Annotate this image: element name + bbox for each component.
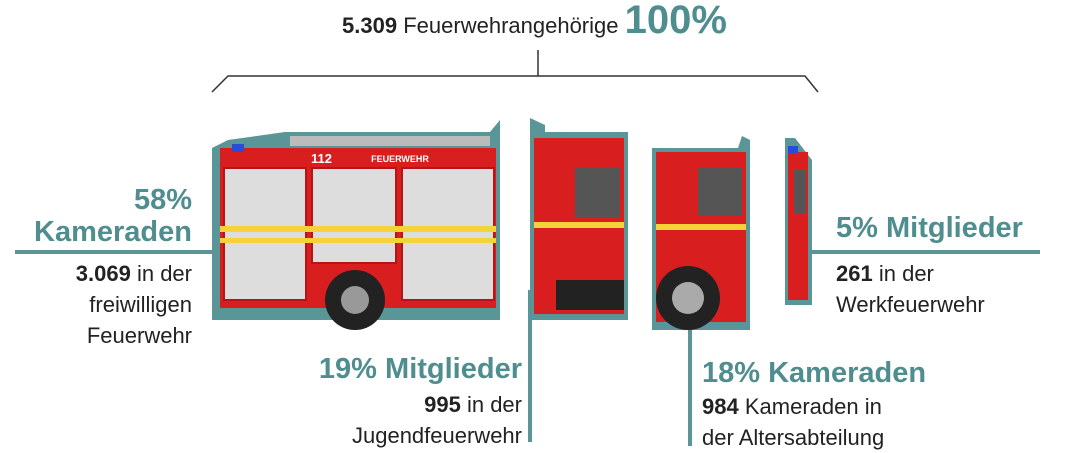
truck-middle bbox=[530, 118, 628, 320]
group-title: Mitglieder bbox=[385, 353, 522, 385]
header: 5.309 Feuerwehrangehörige 100% bbox=[0, 4, 1069, 41]
truck-rear: 112 FEUERWEHR bbox=[212, 120, 500, 330]
truck-number: 112 bbox=[311, 151, 332, 166]
header-percent: 100% bbox=[625, 0, 727, 42]
truck-cab bbox=[652, 136, 750, 330]
infographic: 112 FEUERWEHR 5.309 Feuerwehrangehörige … bbox=[0, 0, 1069, 452]
group-line: in der bbox=[879, 261, 934, 286]
truck-label: FEUERWEHR bbox=[371, 154, 429, 164]
group-text: 3.069 in der freiwilligen Feuerwehr bbox=[76, 258, 192, 351]
group-line: Kameraden in bbox=[745, 394, 882, 419]
group-percent: 19% bbox=[319, 353, 377, 385]
group-count: 984 bbox=[702, 394, 739, 419]
group-line: Feuerwehr bbox=[87, 323, 192, 348]
bracket bbox=[212, 76, 818, 92]
group-text: 984 Kameraden in der Altersabteilung bbox=[702, 391, 884, 453]
group-title: Kameraden bbox=[768, 357, 926, 389]
group-title: Kameraden bbox=[34, 216, 192, 248]
group-count: 261 bbox=[836, 261, 873, 286]
truck-front bbox=[785, 138, 812, 305]
group-text: 261 in der Werkfeuerwehr bbox=[836, 258, 985, 320]
group-count: 995 bbox=[424, 392, 461, 417]
group-count: 3.069 bbox=[76, 261, 131, 286]
group-line: in der bbox=[137, 261, 192, 286]
group-percent: 58% bbox=[134, 184, 192, 216]
group-line: freiwilligen bbox=[89, 292, 192, 317]
group-heading: 18% Kameraden bbox=[702, 357, 926, 389]
group-line: Jugendfeuerwehr bbox=[352, 423, 522, 448]
group-percent: 5% bbox=[836, 212, 878, 244]
group-line: in der bbox=[467, 392, 522, 417]
group-line: Werkfeuerwehr bbox=[836, 292, 985, 317]
group-heading: 5% Mitglieder bbox=[836, 212, 1023, 244]
group-line: der Altersabteilung bbox=[702, 425, 884, 450]
header-label: Feuerwehrangehörige bbox=[403, 13, 618, 38]
header-count: 5.309 bbox=[342, 13, 397, 38]
group-heading: 19% Mitglieder bbox=[319, 353, 522, 385]
group-text: 995 in der Jugendfeuerwehr bbox=[352, 389, 522, 451]
group-title: Mitglieder bbox=[886, 212, 1023, 244]
group-percent: 18% bbox=[702, 357, 760, 389]
